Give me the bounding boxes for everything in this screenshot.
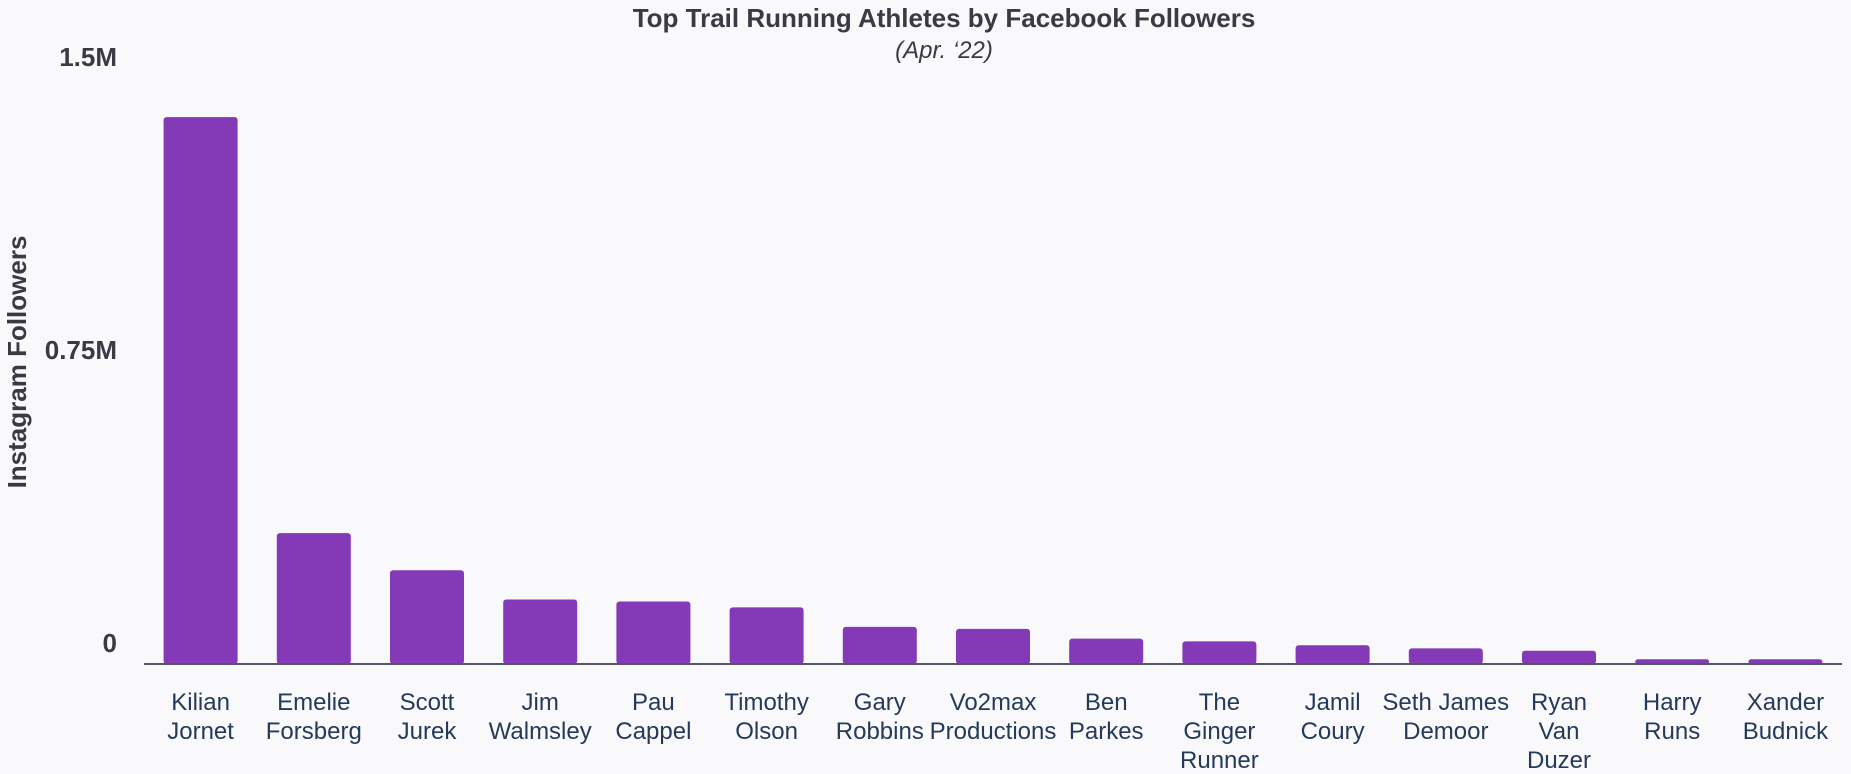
x-tick-label-line: Ryan [1531, 689, 1587, 716]
bar [1408, 648, 1483, 664]
x-tick-label-line: Emelie [277, 689, 350, 716]
y-axis-ticks: 0 0.75M 1.5M [45, 42, 117, 658]
x-tick-label: Vo2max Productions [930, 689, 1057, 745]
x-tick-label-line: Xander [1747, 689, 1824, 716]
x-tick-label-line: Forsberg [266, 718, 362, 745]
x-tick-label-line: Timothy [724, 689, 808, 716]
bar [503, 599, 578, 664]
x-tick-label-line: Jim [522, 689, 559, 716]
bar [616, 601, 691, 664]
bar [390, 570, 464, 664]
bar [956, 628, 1030, 664]
x-tick-label: Jamil Coury [1301, 689, 1365, 745]
x-axis-ticks: Kilian Jornet Emelie Forsberg Scott Jurek Jim W… [167, 689, 1829, 774]
x-tick-label: Xander Budnick [1743, 689, 1829, 745]
x-tick-label-line: Jornet [167, 718, 234, 745]
x-tick-label-line: Jurek [398, 718, 458, 745]
x-tick-label-line: The [1199, 689, 1240, 716]
bar [276, 533, 351, 664]
x-tick-label: Emelie Forsberg [266, 689, 362, 745]
y-tick-label: 0 [103, 628, 117, 658]
y-axis-label: Instagram Followers [2, 236, 32, 489]
x-tick-label: Seth James Demoor [1382, 689, 1509, 745]
bar [842, 626, 917, 664]
bar [1182, 641, 1257, 664]
bars [163, 117, 1823, 665]
x-tick-label-line: Harry [1643, 689, 1702, 716]
x-tick-label-line: Scott [400, 689, 455, 716]
bar [1635, 659, 1710, 664]
x-tick-label: Scott Jurek [398, 689, 458, 745]
bar [163, 117, 238, 665]
chart-title: Top Trail Running Athletes by Facebook F… [633, 3, 1256, 33]
x-tick-label-line: Kilian [171, 689, 230, 716]
x-tick-label: Timothy Olson [724, 689, 808, 745]
bar [1069, 638, 1144, 664]
chart-subtitle: (Apr. ‘22) [895, 37, 993, 64]
x-tick-label-line: Budnick [1743, 718, 1829, 745]
bar [729, 607, 804, 664]
x-tick-label: Jim Walmsley [489, 689, 592, 745]
y-tick-label: 0.75M [45, 335, 117, 365]
x-tick-label-line: Demoor [1403, 718, 1488, 745]
x-tick-label-line: Van [1539, 718, 1580, 745]
bar [1522, 650, 1596, 664]
x-tick-label-line: Parkes [1069, 718, 1144, 745]
x-tick-label-line: Jamil [1305, 689, 1361, 716]
y-tick-label: 1.5M [59, 42, 117, 72]
x-tick-label: Harry Runs [1643, 689, 1702, 745]
x-tick-label-line: Ginger [1183, 718, 1255, 745]
x-tick-label-line: Olson [735, 718, 798, 745]
x-tick-label-line: Robbins [836, 718, 924, 745]
x-tick-label-line: Runner [1180, 747, 1259, 774]
x-tick-label-line: Vo2max [950, 689, 1037, 716]
x-tick-label-line: Coury [1301, 718, 1365, 745]
x-tick-label: Ben Parkes [1069, 689, 1144, 745]
x-tick-label-line: Gary [854, 689, 906, 716]
x-tick-label-line: Walmsley [489, 718, 592, 745]
x-tick-label-line: Runs [1644, 718, 1700, 745]
x-tick-label-line: Pau [632, 689, 675, 716]
x-tick-label-line: Duzer [1527, 747, 1591, 774]
x-tick-label-line: Productions [930, 718, 1057, 745]
x-tick-label: Pau Cappel [615, 689, 691, 745]
x-tick-label: Kilian Jornet [167, 689, 234, 745]
x-tick-label-line: Seth James [1382, 689, 1509, 716]
bar [1295, 645, 1370, 664]
bar [1748, 659, 1823, 664]
x-tick-label: Ryan Van Duzer [1527, 689, 1591, 774]
x-tick-label-line: Cappel [615, 718, 691, 745]
x-tick-label-line: Ben [1085, 689, 1128, 716]
x-tick-label: The Ginger Runner [1180, 689, 1259, 774]
x-tick-label: Gary Robbins [836, 689, 924, 745]
